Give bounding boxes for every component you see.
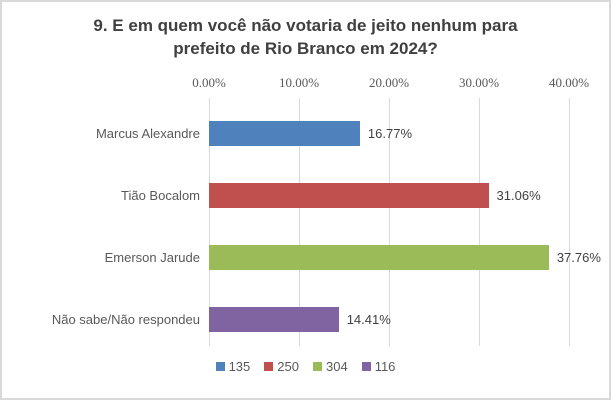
legend-label: 135 [228, 359, 251, 374]
plot-area: 16.77% 31.06% 37.76% 14.41% [209, 98, 601, 346]
category-label: Marcus Alexandre [95, 126, 200, 141]
legend-swatch-blue [215, 362, 225, 371]
chart-legend: 135 250 304 116 [2, 360, 609, 373]
x-axis-tick: 10.00% [278, 75, 320, 90]
legend-item: 135 [215, 359, 251, 374]
gridline [209, 98, 210, 346]
gridline [299, 98, 300, 346]
legend-swatch-purple [361, 362, 371, 371]
legend-swatch-green [312, 362, 322, 371]
x-axis-tick: 30.00% [458, 75, 500, 90]
x-axis: 0.00% 10.00% 20.00% 30.00% 40.00% [192, 75, 589, 91]
category-label: Não sabe/Não respondeu [51, 312, 200, 327]
bar-value-label: 31.06% [496, 188, 541, 203]
x-axis-tick: 20.00% [368, 75, 410, 90]
gridline [479, 98, 480, 346]
bar-marcus-alexandre: 16.77% [209, 121, 412, 146]
category-label: Tião Bocalom [121, 188, 200, 203]
gridline [389, 98, 390, 346]
legend-swatch-red [264, 362, 274, 371]
gridline [569, 98, 570, 346]
legend-item: 250 [264, 360, 299, 373]
bar-value-label: 37.76% [556, 250, 601, 265]
legend-item: 304 [312, 359, 348, 374]
legend-label: 116 [374, 359, 396, 374]
bar-nao-sabe-nao-respondeu: 14.41% [209, 307, 391, 332]
x-axis-tick: 0.00% [192, 75, 226, 90]
bar-value-label: 16.77% [367, 126, 413, 141]
legend-label: 250 [277, 359, 299, 374]
bar-value-label: 14.41% [346, 312, 391, 327]
legend-item: 116 [361, 359, 396, 374]
legend-label: 304 [325, 359, 348, 374]
bar-tiao-bocalom: 31.06% [209, 183, 541, 208]
chart-title: 9. E em quem você não votaria de jeito n… [93, 16, 518, 58]
y-axis-category-labels: Marcus Alexandre Tião Bocalom Emerson Ja… [2, 98, 200, 346]
bar-emerson-jarude: 37.76% [209, 245, 601, 270]
category-label: Emerson Jarude [104, 250, 200, 265]
x-axis-tick: 40.00% [548, 75, 590, 90]
